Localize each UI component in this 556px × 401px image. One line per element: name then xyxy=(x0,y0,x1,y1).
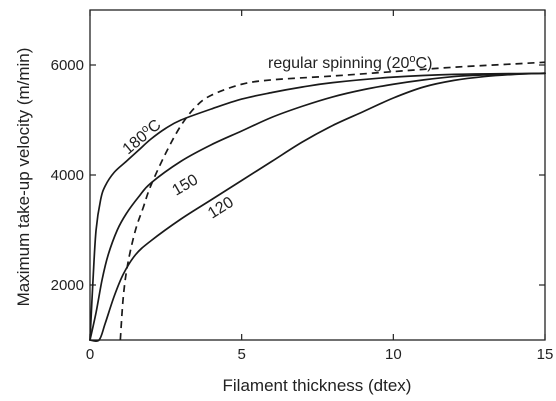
series-label-120: 120 xyxy=(205,194,237,223)
y-tick-label: 2000 xyxy=(51,277,84,294)
chart-series xyxy=(89,61,546,343)
series-line-120 xyxy=(89,72,546,343)
x-tick-label: 0 xyxy=(86,346,94,363)
y-axis-ticks: 2000 4000 6000 xyxy=(51,57,545,294)
x-axis-ticks: 0 5 10 15 xyxy=(86,10,554,363)
x-tick-label: 15 xyxy=(537,346,554,363)
series-line-150 xyxy=(89,72,546,341)
y-axis-title: Maximum take-up velocity (m/min) xyxy=(14,48,33,307)
x-tick-label: 5 xyxy=(237,346,245,363)
series-line-regular-spinning xyxy=(119,61,546,341)
x-axis-title: Filament thickness (dtex) xyxy=(223,376,412,395)
series-label-150: 150 xyxy=(170,171,202,199)
series-label-regular-spinning: regular spinning (20oC) xyxy=(268,53,432,72)
series-line-180 xyxy=(89,72,546,341)
y-tick-label: 4000 xyxy=(51,167,84,184)
y-tick-label: 6000 xyxy=(51,57,84,74)
x-tick-label: 10 xyxy=(385,346,402,363)
series-label-180: 180oC xyxy=(118,115,164,158)
